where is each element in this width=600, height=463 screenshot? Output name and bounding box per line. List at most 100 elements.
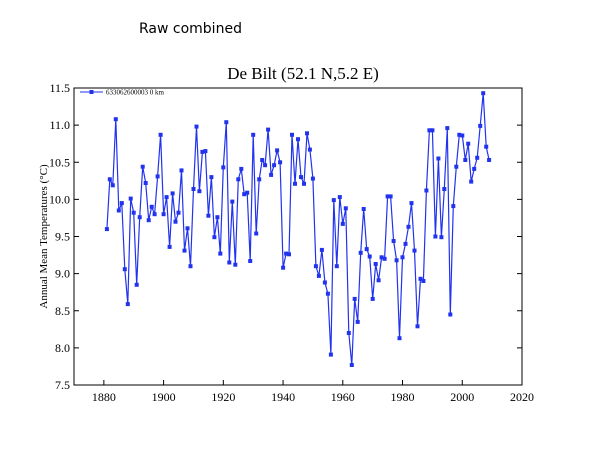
data-point: [137, 215, 142, 220]
data-point: [293, 181, 297, 186]
chart-title: De Bilt (52.1 N,5.2 E): [227, 64, 379, 83]
data-point: [224, 120, 229, 125]
data-point: [433, 234, 438, 239]
data-point: [110, 183, 115, 188]
data-point: [167, 244, 172, 249]
data-point: [343, 206, 348, 211]
data-point: [451, 204, 456, 209]
data-point: [143, 181, 148, 185]
data-point: [460, 133, 465, 138]
data-point: [245, 190, 250, 195]
data-point: [412, 248, 417, 253]
data-point: [290, 132, 294, 137]
data-point: [409, 201, 414, 206]
data-point: [203, 149, 208, 154]
data-point: [299, 175, 303, 180]
data-point: [206, 213, 211, 218]
data-point: [191, 187, 196, 191]
data-point: [104, 227, 109, 232]
data-point: [370, 296, 375, 301]
data-point: [373, 262, 378, 266]
data-point: [122, 267, 127, 272]
data-point: [376, 278, 381, 283]
y-tick-label: 8.0: [55, 341, 70, 355]
x-tick-label: 2020: [510, 390, 534, 404]
data-point: [194, 124, 199, 129]
data-point: [394, 258, 399, 263]
data-point: [430, 128, 435, 133]
data-point: [161, 212, 166, 217]
data-point: [484, 144, 489, 149]
data-point: [227, 260, 232, 265]
data-point: [287, 252, 291, 257]
page-caption: Raw combined: [139, 21, 242, 37]
data-point: [469, 179, 474, 184]
data-point: [334, 264, 339, 269]
data-point: [185, 226, 190, 231]
plot-area-frame: [73, 87, 523, 386]
data-point: [406, 224, 411, 229]
legend: 633062600003 0 km: [80, 89, 165, 97]
data-point: [281, 265, 286, 270]
data-point: [397, 336, 402, 341]
data-point: [254, 231, 259, 236]
data-point: [239, 166, 244, 171]
data-point: [170, 191, 175, 196]
data-point: [361, 207, 366, 211]
data-point: [251, 132, 256, 137]
data-point: [275, 148, 280, 153]
data-point: [119, 201, 124, 206]
x-tick-label: 1900: [152, 390, 176, 404]
data-point: [134, 282, 139, 287]
data-point: [319, 247, 324, 252]
data-point: [349, 363, 354, 367]
data-point: [272, 163, 277, 168]
y-axis: 7.5 8.0 8.5 9.0 9.5 10.0 10.5 11.0 11.5: [49, 81, 522, 392]
data-point: [164, 195, 169, 200]
data-point: [328, 352, 333, 357]
data-point: [355, 319, 360, 324]
data-point: [182, 248, 187, 253]
data-point: [200, 149, 205, 154]
data-point: [454, 164, 459, 169]
data-point: [382, 256, 387, 261]
data-point: [472, 166, 477, 171]
data-point: [212, 235, 217, 240]
data-point: [439, 235, 444, 240]
y-tick-label: 11.5: [49, 81, 70, 95]
data-point: [296, 137, 300, 142]
data-point: [260, 158, 265, 162]
x-tick-label: 1940: [271, 390, 295, 404]
x-tick-label: 1960: [331, 390, 355, 404]
data-point: [415, 324, 420, 329]
data-point: [221, 165, 226, 170]
data-point: [463, 158, 468, 162]
data-point: [242, 192, 247, 197]
data-point: [421, 279, 426, 283]
data-point: [284, 251, 289, 256]
y-tick-label: 10.0: [49, 192, 70, 206]
data-point: [358, 250, 363, 255]
data-point: [487, 158, 492, 162]
data-point: [427, 128, 432, 133]
data-point: [248, 259, 253, 263]
x-tick-label: 2000: [450, 390, 474, 404]
data-point: [305, 131, 309, 136]
data-point: [257, 177, 262, 182]
data-point: [346, 331, 351, 335]
data-point: [400, 255, 405, 260]
data-point: [424, 188, 429, 193]
data-point: [179, 168, 184, 173]
data-point: [209, 175, 214, 180]
data-point: [131, 210, 136, 215]
data-point: [233, 262, 238, 267]
data-point: [316, 273, 321, 278]
data-point: [391, 239, 396, 243]
data-point: [113, 117, 118, 122]
data-point: [197, 189, 202, 194]
y-tick-label: 9.0: [55, 267, 70, 281]
legend-marker: [89, 90, 94, 94]
data-point: [436, 156, 441, 161]
data-point: [403, 241, 408, 246]
